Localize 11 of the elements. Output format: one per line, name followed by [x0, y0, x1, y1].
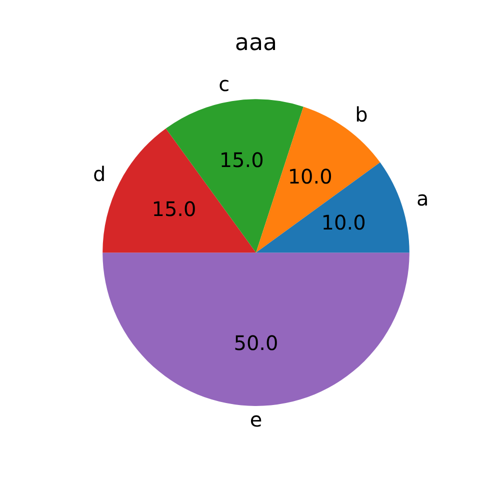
data-label: 10.0: [321, 210, 366, 234]
data-label: 50.0: [234, 330, 278, 355]
slice-label: d: [92, 162, 106, 186]
data-label: 10.0: [288, 164, 332, 188]
slice-label: c: [218, 72, 230, 96]
slice-label: b: [355, 102, 368, 126]
slice-label: e: [250, 408, 262, 432]
slice-label: a: [416, 186, 429, 211]
chart-title: aaa: [234, 30, 278, 56]
data-label: 15.0: [219, 148, 264, 172]
data-label: 15.0: [152, 197, 196, 222]
